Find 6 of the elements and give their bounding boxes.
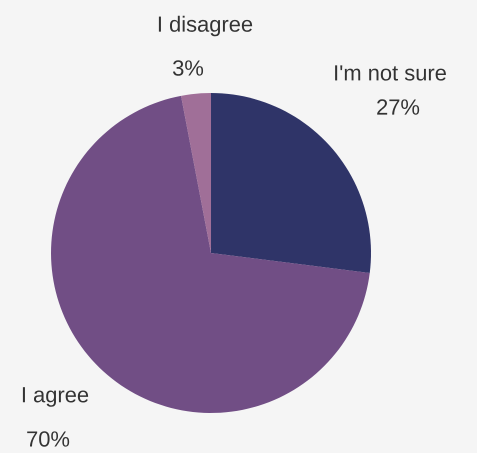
data-label: 70% — [27, 431, 70, 447]
slice-label: I agree — [22, 387, 88, 407]
slice-label: I'm not sure — [335, 65, 446, 81]
data-label: 3% — [172, 60, 204, 76]
data-label: 27% — [377, 99, 420, 115]
slice-label: I disagree — [158, 16, 252, 36]
